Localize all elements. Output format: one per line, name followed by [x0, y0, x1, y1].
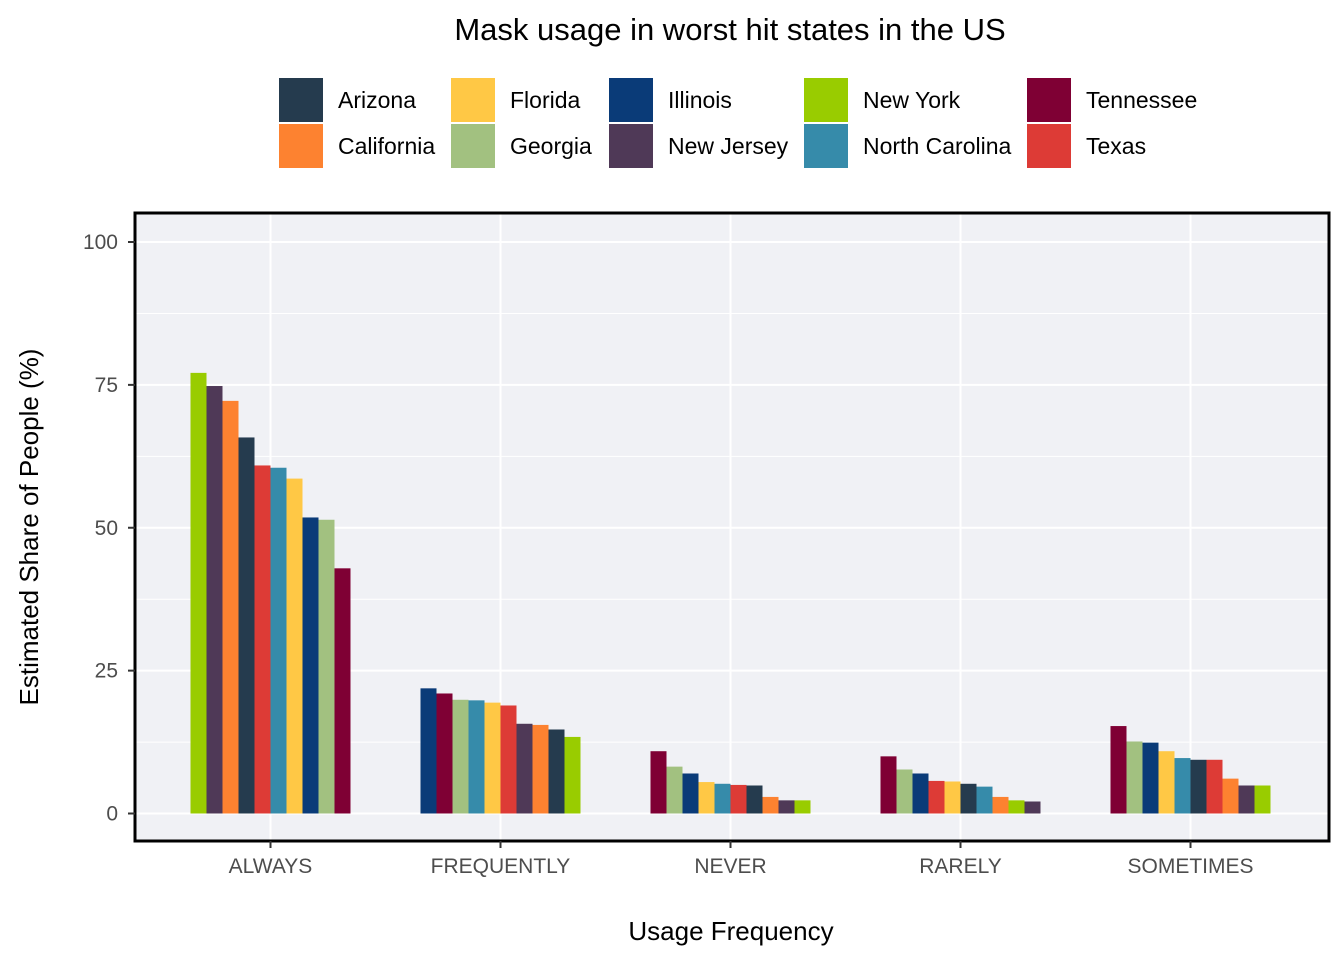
legend-swatch	[279, 78, 323, 122]
bar-frequently-arizona	[548, 729, 565, 814]
legend: Arizona California Florida Georgia Illinois N…	[279, 78, 1197, 168]
bar-frequently-georgia	[452, 699, 469, 814]
bar-rarely-california	[992, 796, 1009, 814]
x-tick-label: ALWAYS	[229, 855, 313, 878]
legend-entry-georgia: Georgia	[451, 124, 592, 168]
x-tick-label: FREQUENTLY	[431, 855, 571, 878]
legend-entry-california: California	[279, 124, 435, 168]
bar-never-georgia	[666, 766, 683, 814]
y-tick-label: 25	[95, 660, 118, 683]
bar-sometimes-california	[1222, 778, 1239, 814]
legend-label: Arizona	[338, 87, 416, 113]
bar-rarely-georgia	[896, 769, 913, 814]
bar-never-texas	[730, 784, 747, 814]
legend-label: New Jersey	[668, 133, 789, 159]
legend-label: Tennessee	[1086, 87, 1197, 113]
x-axis-title: Usage Frequency	[628, 916, 833, 946]
bar-sometimes-tennessee	[1110, 726, 1127, 814]
bar-always-illinois	[302, 517, 319, 814]
bar-never-new-york	[794, 800, 811, 814]
legend-swatch	[609, 124, 653, 168]
bar-sometimes-new-jersey	[1238, 785, 1255, 814]
bar-frequently-texas	[500, 705, 517, 814]
bar-sometimes-illinois	[1142, 742, 1159, 814]
bar-always-new-york	[190, 372, 207, 814]
bar-frequently-north-carolina	[468, 700, 485, 814]
legend-entry-florida: Florida	[451, 78, 581, 122]
bar-frequently-california	[532, 724, 549, 814]
bar-never-north-carolina	[714, 783, 731, 814]
y-tick-label: 0	[106, 803, 118, 826]
legend-swatch	[804, 124, 848, 168]
bar-rarely-texas	[928, 780, 945, 814]
bar-sometimes-florida	[1158, 751, 1175, 814]
bar-frequently-florida	[484, 702, 501, 814]
y-axis-ticks: 0 25 50 75 100	[83, 231, 135, 826]
bar-always-tennessee	[334, 568, 351, 814]
bar-sometimes-arizona	[1190, 759, 1207, 814]
legend-label: Florida	[510, 87, 581, 113]
bar-never-tennessee	[650, 751, 667, 814]
bar-frequently-new-york	[564, 736, 581, 814]
bar-always-north-carolina	[270, 467, 287, 814]
bar-rarely-new-york	[1008, 800, 1025, 814]
bar-sometimes-georgia	[1126, 741, 1143, 814]
legend-label: Illinois	[668, 87, 732, 113]
bar-rarely-new-jersey	[1024, 801, 1041, 814]
legend-swatch	[804, 78, 848, 122]
y-tick-label: 50	[95, 517, 118, 540]
bar-never-california	[762, 796, 779, 814]
legend-label: Texas	[1086, 133, 1146, 159]
legend-swatch	[609, 78, 653, 122]
legend-entry-arizona: Arizona	[279, 78, 416, 122]
x-tick-label: NEVER	[694, 855, 766, 878]
bar-rarely-tennessee	[880, 756, 897, 814]
bars	[190, 372, 1271, 814]
bar-sometimes-new-york	[1254, 785, 1271, 814]
y-tick-label: 75	[95, 374, 118, 397]
legend-entry-tennessee: Tennessee	[1027, 78, 1197, 122]
legend-label: North Carolina	[863, 133, 1011, 159]
legend-swatch	[1027, 78, 1071, 122]
bar-always-new-jersey	[206, 386, 223, 814]
y-axis-title: Estimated Share of People (%)	[14, 349, 44, 706]
bar-never-illinois	[682, 773, 699, 814]
bar-frequently-tennessee	[436, 693, 453, 814]
bar-rarely-arizona	[960, 783, 977, 814]
bar-frequently-new-jersey	[516, 723, 533, 814]
y-tick-label: 100	[83, 231, 118, 254]
bar-always-florida	[286, 478, 303, 814]
chart-title: Mask usage in worst hit states in the US	[454, 12, 1005, 47]
legend-swatch	[1027, 124, 1071, 168]
bar-rarely-illinois	[912, 773, 929, 814]
bar-never-new-jersey	[778, 800, 795, 814]
x-tick-label: RARELY	[919, 855, 1001, 878]
legend-entry-north-carolina: North Carolina	[804, 124, 1011, 168]
legend-entry-texas: Texas	[1027, 124, 1146, 168]
bar-always-georgia	[318, 519, 335, 814]
legend-label: Georgia	[510, 133, 592, 159]
bar-always-california	[222, 400, 239, 814]
legend-swatch	[451, 124, 495, 168]
bar-rarely-florida	[944, 781, 961, 814]
legend-label: California	[338, 133, 435, 159]
bar-never-arizona	[746, 785, 763, 814]
x-axis-ticks: ALWAYS FREQUENTLY NEVER RARELY SOMETIMES	[229, 841, 1254, 878]
legend-label: New York	[863, 87, 961, 113]
bar-rarely-north-carolina	[976, 786, 993, 814]
legend-swatch	[279, 124, 323, 168]
bar-always-arizona	[238, 437, 255, 814]
bar-always-texas	[254, 465, 271, 814]
bar-frequently-illinois	[420, 688, 437, 814]
bar-never-florida	[698, 782, 715, 814]
legend-entry-new-jersey: New Jersey	[609, 124, 789, 168]
x-tick-label: SOMETIMES	[1127, 855, 1253, 878]
bar-sometimes-north-carolina	[1174, 758, 1191, 814]
bar-sometimes-texas	[1206, 759, 1223, 814]
legend-entry-new-york: New York	[804, 78, 961, 122]
legend-swatch	[451, 78, 495, 122]
legend-entry-illinois: Illinois	[609, 78, 732, 122]
